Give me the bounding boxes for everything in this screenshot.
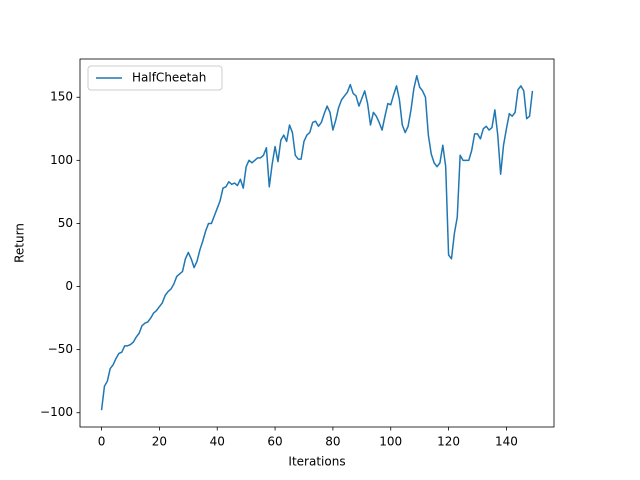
x-tick-label: 120	[437, 435, 460, 449]
legend-label: HalfCheetah	[132, 71, 206, 85]
x-tick-label: 60	[267, 435, 282, 449]
y-tick-label: −50	[48, 342, 73, 356]
x-axis-label: Iterations	[288, 455, 345, 469]
y-tick-label: 50	[58, 216, 73, 230]
x-tick-label: 140	[495, 435, 518, 449]
x-tick-label: 20	[152, 435, 167, 449]
x-tick-label: 100	[379, 435, 402, 449]
x-tick-label: 40	[210, 435, 225, 449]
x-tick-label: 80	[325, 435, 340, 449]
y-tick-label: 100	[50, 153, 73, 167]
x-tick-label: 0	[98, 435, 106, 449]
y-axis-label: Return	[13, 223, 27, 263]
y-tick-label: 150	[50, 90, 73, 104]
axes-frame	[79, 58, 555, 428]
data-line	[100, 75, 534, 411]
y-tick-label: 0	[65, 279, 73, 293]
legend-box	[87, 65, 223, 91]
y-tick-label: −100	[40, 405, 73, 419]
